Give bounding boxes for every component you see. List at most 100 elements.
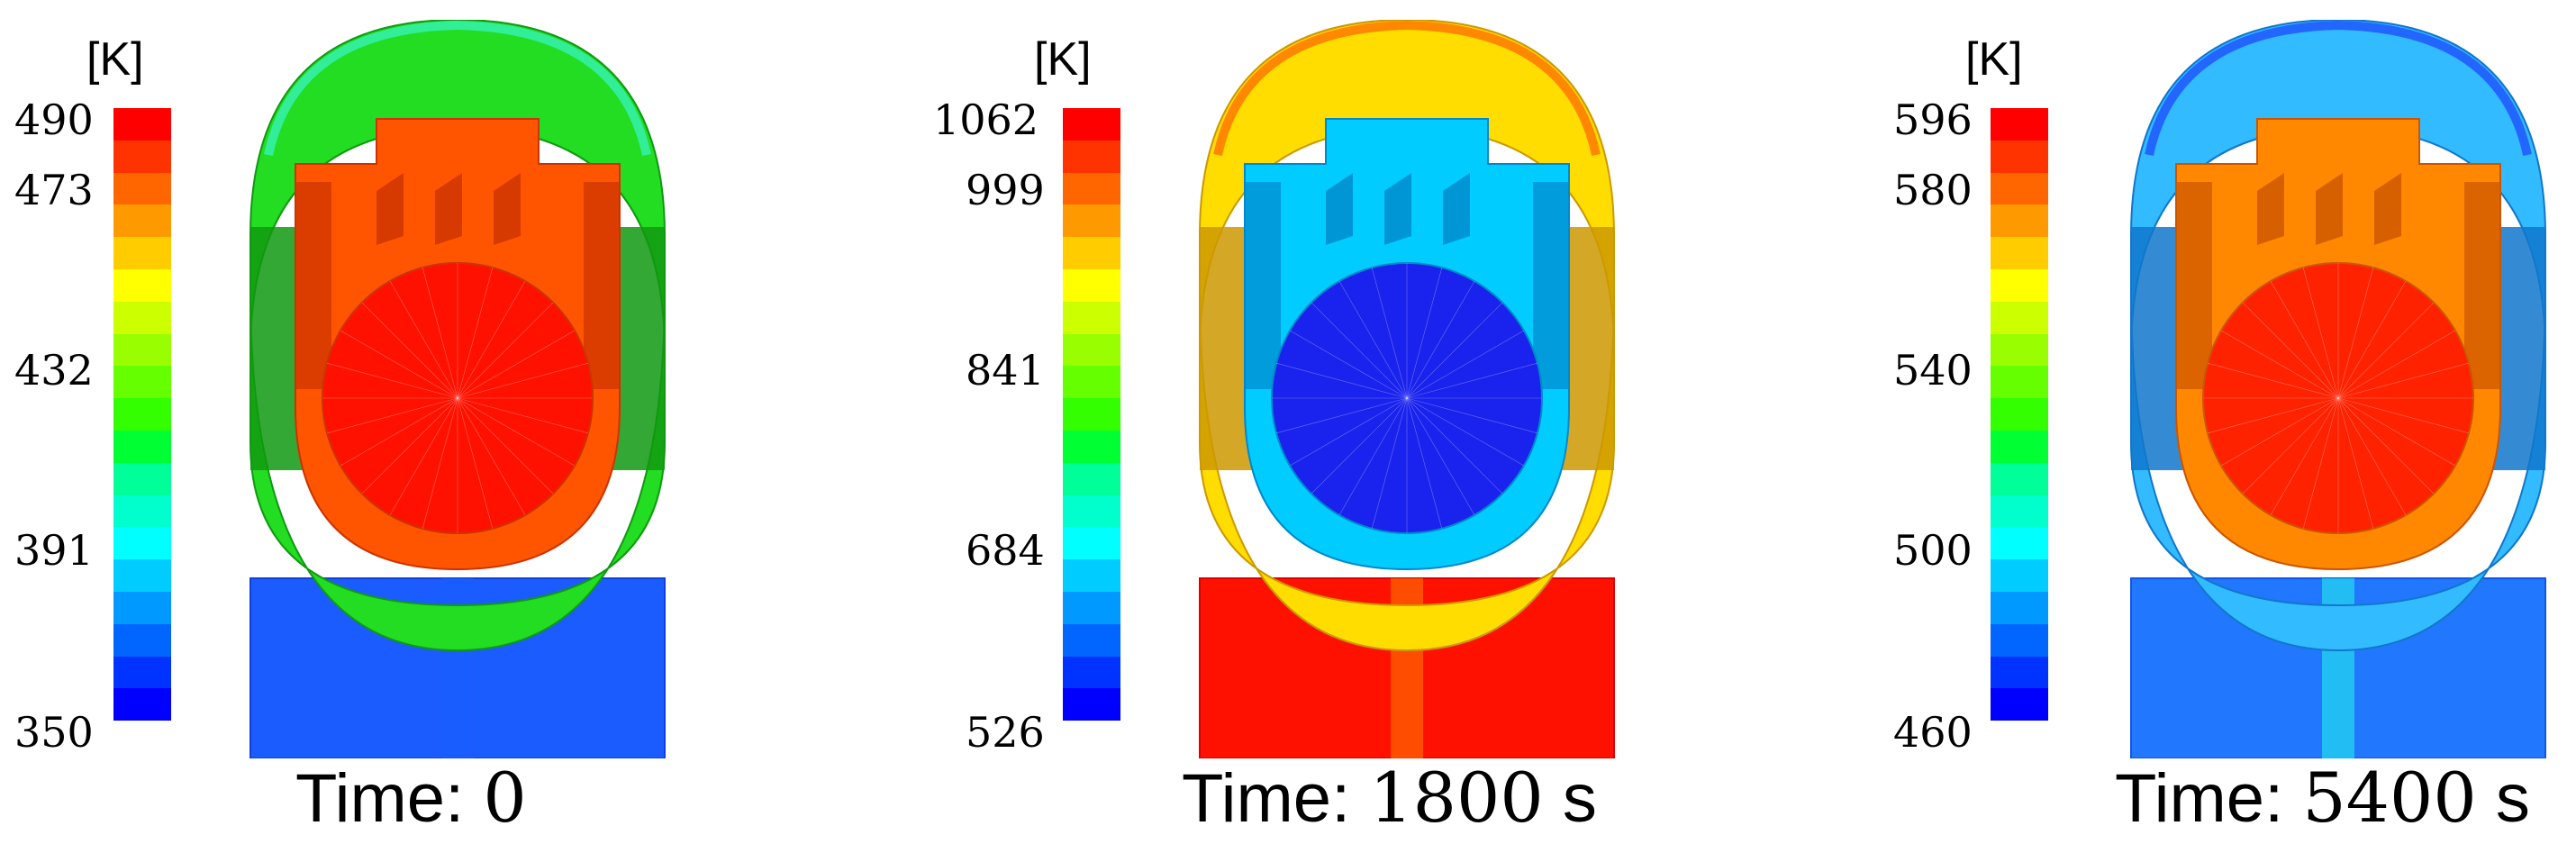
mesh-line: [422, 268, 458, 399]
colorbar-segment: [1991, 204, 2048, 238]
colorbar-segment: [1991, 462, 2048, 495]
colorbar-segment: [1991, 559, 2048, 592]
cylinder-fin: [2316, 173, 2343, 245]
colorbar: [1991, 108, 2048, 721]
time-value: 0: [483, 758, 527, 838]
inner-cylinder-side-left: [295, 182, 331, 389]
colorbar-tick-3: 841: [966, 346, 1045, 395]
mesh-line: [1338, 397, 1408, 516]
time-caption: Time: 5400 s: [2115, 764, 2530, 833]
time-value: 5400: [2302, 758, 2477, 838]
mesh-line: [1371, 268, 1408, 399]
mesh-line: [2220, 397, 2339, 467]
mesh-line: [457, 302, 554, 399]
temperature-field-model: [2130, 20, 2546, 758]
colorbar-segment: [1063, 495, 1120, 528]
mesh-line: [1406, 397, 1475, 516]
colorbar-segment: [113, 172, 171, 205]
colorbar-segment: [1063, 398, 1120, 431]
colorbar-tick-2: 473: [14, 166, 94, 214]
colorbar-tick-3: 540: [1893, 346, 1973, 395]
colorbar-tick-max: 596: [1893, 95, 1973, 144]
colorbar-segment: [1063, 268, 1120, 302]
mesh-line: [457, 280, 526, 399]
colorbar: [113, 108, 171, 721]
mesh-line: [1289, 397, 1408, 467]
colorbar-segment: [113, 333, 171, 367]
colorbar-segment: [113, 591, 171, 624]
mesh-line: [2337, 268, 2374, 399]
colorbar-segment: [1063, 301, 1120, 334]
outer-ring-edge: [2145, 20, 2532, 157]
colorbar-segment: [113, 462, 171, 495]
mesh-line: [2208, 397, 2339, 434]
mesh-line: [457, 397, 554, 495]
colorbar-segment: [1063, 559, 1120, 592]
core-disc: [1271, 262, 1543, 534]
colorbar-segment: [1991, 398, 2048, 431]
colorbar-segment: [1063, 462, 1120, 495]
colorbar-segment: [1063, 333, 1120, 367]
colorbar-segment: [1063, 366, 1120, 399]
time-label: Time:: [295, 760, 465, 837]
colorbar-segment: [1063, 688, 1120, 721]
colorbar-segment: [1063, 108, 1120, 141]
colorbar-segment: [1991, 656, 2048, 689]
colorbar-segment: [1991, 108, 2048, 141]
colorbar-segment: [113, 140, 171, 173]
time-label: Time:: [1182, 760, 1351, 837]
mesh-line: [2337, 397, 2469, 434]
colorbar-segment: [1063, 204, 1120, 238]
inner-cylinder-side-right: [2464, 182, 2500, 389]
mesh-line: [1276, 397, 1408, 434]
colorbar-segment: [1991, 591, 2048, 624]
colorbar-tick-max: 490: [14, 95, 94, 144]
colorbar-segment: [1991, 366, 2048, 399]
mesh-line: [2337, 397, 2374, 529]
temperature-field-model: [1199, 20, 1615, 758]
colorbar-segment: [1991, 527, 2048, 560]
colorbar-segment: [1063, 591, 1120, 624]
time-caption: Time: 0: [295, 764, 527, 833]
colorbar-tick-2: 999: [966, 166, 1045, 214]
inner-cylinder-side-left: [1245, 182, 1281, 389]
mesh-line: [1406, 280, 1475, 399]
cylinder-fin: [1384, 173, 1411, 245]
mesh-line: [1276, 362, 1408, 399]
cylinder-fin: [2257, 173, 2284, 245]
time-label: Time:: [2115, 760, 2284, 837]
time-unit: s: [2495, 760, 2530, 837]
mesh-line: [1406, 268, 1443, 399]
mesh-line: [1406, 362, 1537, 399]
mesh-line: [2270, 280, 2339, 399]
colorbar: [1063, 108, 1120, 721]
colorbar-segment: [1991, 237, 2048, 269]
mesh-line: [2337, 330, 2456, 399]
temperature-field-model: [249, 20, 666, 758]
mesh-line: [457, 362, 588, 399]
mesh-line: [1311, 302, 1408, 399]
panel-time-5400: [K] 596 580 540 500 460 Time: 5400 s: [1882, 0, 2576, 844]
colorbar-segment: [113, 559, 171, 592]
colorbar-segment: [113, 688, 171, 721]
colorbar-segment: [1063, 430, 1120, 463]
cylinder-fin: [435, 173, 462, 245]
mesh-line: [1338, 280, 1408, 399]
mesh-line: [1371, 397, 1408, 529]
mesh-line: [2220, 330, 2339, 399]
colorbar-tick-min: 526: [966, 708, 1045, 757]
mesh-line: [340, 397, 458, 467]
mesh-line: [1406, 397, 1503, 495]
time-value: 1800: [1369, 758, 1544, 838]
colorbar-segment: [1991, 333, 2048, 367]
inner-cylinder-side-right: [584, 182, 620, 389]
colorbar-segment: [1063, 140, 1120, 173]
mesh-line: [327, 397, 458, 434]
colorbar-tick-4: 684: [966, 526, 1045, 575]
outer-ring-edge: [264, 20, 651, 157]
colorbar-segment: [1063, 527, 1120, 560]
mesh-line: [457, 330, 576, 399]
colorbar-segment: [113, 398, 171, 431]
mesh-line: [1406, 397, 1443, 529]
colorbar-segment: [113, 237, 171, 269]
